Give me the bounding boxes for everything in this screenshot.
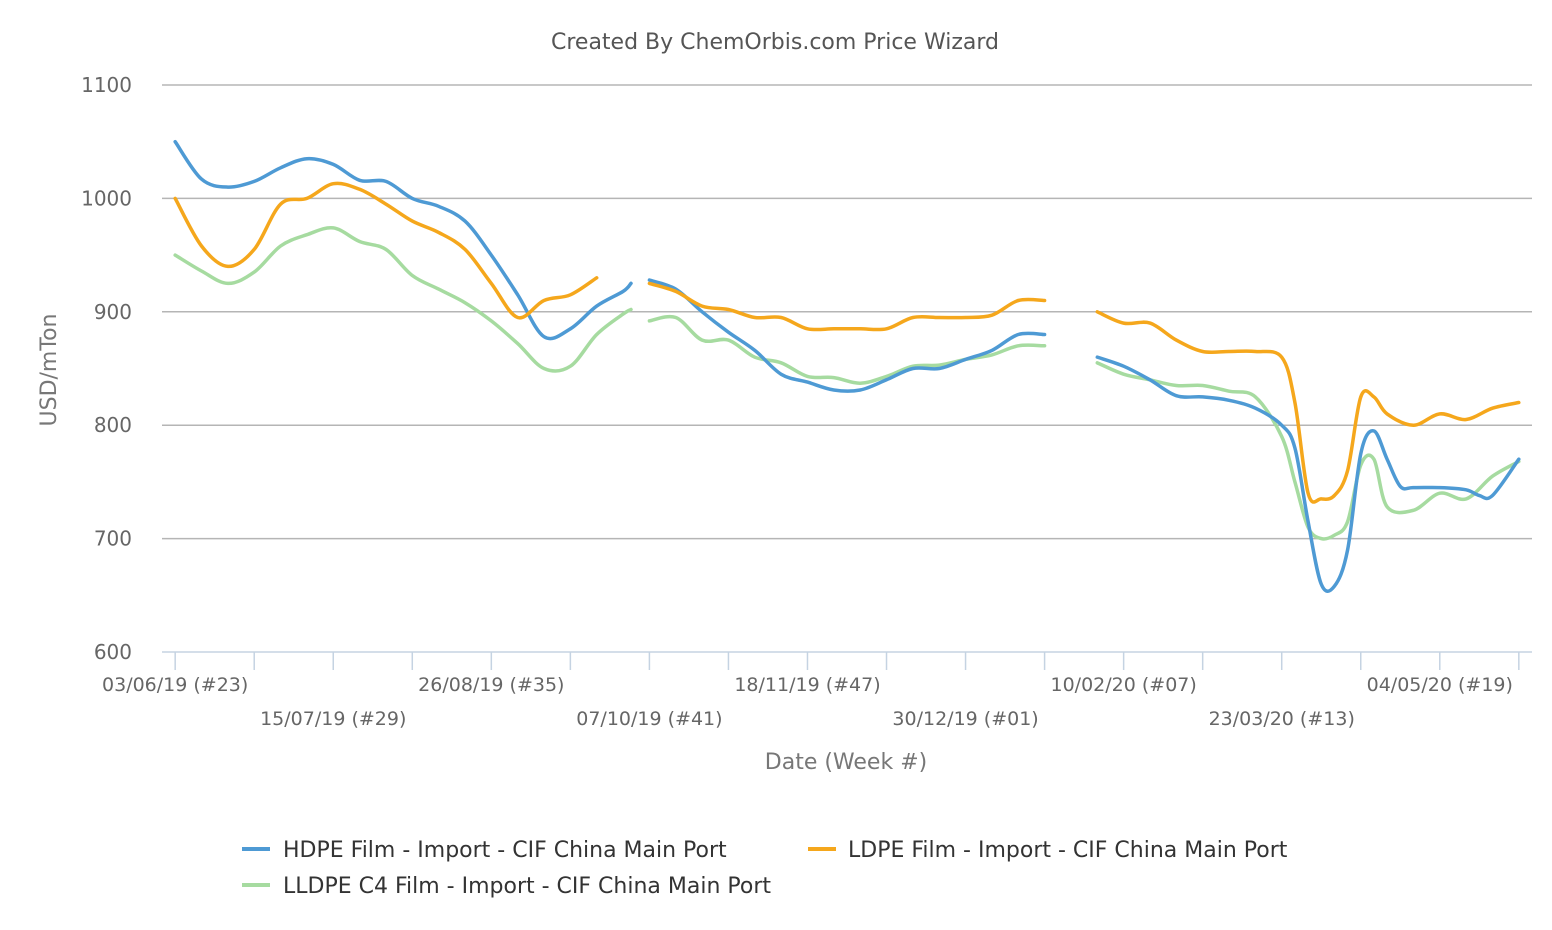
y-tick-label-700: 700 [94,527,132,551]
series-line-hdpe-segment-2 [647,278,1047,393]
legend-item-lldpe[interactable]: LLDPE C4 Film - Import - CIF China Main … [242,874,771,899]
y-tick-label-1000: 1000 [81,186,132,210]
series-line-ldpe-segment-1 [173,181,599,320]
y-tick-label-800: 800 [94,413,132,437]
x-tick-label: 03/06/19 (#23) [102,674,248,696]
legend: HDPE Film - Import - CIF China Main Port… [242,838,1288,899]
y-tick-label-1100: 1100 [81,73,132,97]
series-line-hdpe-segment-3 [1095,355,1521,593]
legend-item-ldpe[interactable]: LDPE Film - Import - CIF China Main Port [808,838,1288,863]
x-tick-label: 04/05/20 (#19) [1367,674,1513,696]
gridlines [162,84,1532,540]
series-line-ldpe-segment-2 [647,281,1047,332]
y-tick-label-900: 900 [94,300,132,324]
x-tick-label: 30/12/19 (#01) [892,708,1038,730]
legend-label-hdpe: HDPE Film - Import - CIF China Main Port [283,838,727,863]
series-lines [173,139,1521,593]
series-line-ldpe-segment-3 [1095,310,1521,504]
series-line-lldpe-segment-3 [1095,361,1521,541]
y-axis-label: USD/mTon [37,314,62,427]
series-line-lldpe-segment-2 [647,314,1047,385]
legend-label-ldpe: LDPE Film - Import - CIF China Main Port [848,838,1288,863]
legend-label-lldpe: LLDPE C4 Film - Import - CIF China Main … [283,874,771,899]
x-axis-ticks: 03/06/19 (#23) 15/07/19 (#29) 26/08/19 (#3… [102,652,1520,730]
x-tick-label: 23/03/20 (#13) [1209,708,1355,730]
legend-item-hdpe[interactable]: HDPE Film - Import - CIF China Main Port [242,838,727,863]
y-tick-label-600: 600 [94,640,132,664]
series-line-lldpe-segment-1 [173,226,633,373]
chart-title: Created By ChemOrbis.com Price Wizard [551,30,999,55]
series-line-hdpe-segment-1 [173,139,633,341]
x-axis-label: Date (Week #) [765,750,927,775]
x-tick-label: 15/07/19 (#29) [260,708,406,730]
x-tick-label: 07/10/19 (#41) [576,708,722,730]
x-tick-label: 10/02/20 (#07) [1050,674,1196,696]
x-tick-label: 26/08/19 (#35) [418,674,564,696]
x-tick-label: 18/11/19 (#47) [734,674,880,696]
y-axis-ticks: 600 700 800 900 1000 1100 [81,73,132,664]
